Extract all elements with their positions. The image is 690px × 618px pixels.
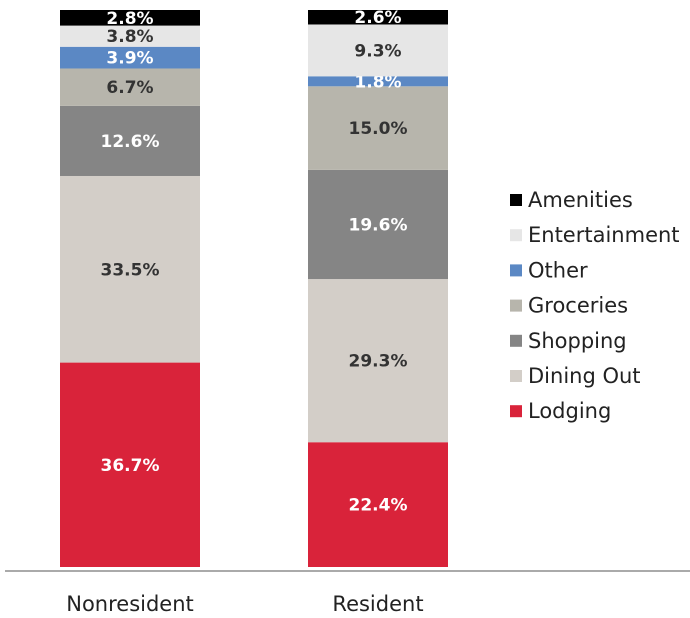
value-label: 1.8% (354, 72, 401, 92)
x-tick-label: Nonresident (66, 592, 194, 616)
value-label: 3.9% (106, 49, 153, 69)
legend-label: Groceries (528, 294, 628, 318)
value-label: 6.7% (106, 78, 153, 98)
bar-segment (60, 105, 200, 176)
x-tick-label: Resident (332, 592, 423, 616)
bar-segment (60, 362, 200, 567)
value-label: 33.5% (101, 260, 160, 280)
bar-segment (60, 68, 200, 106)
bar-segment (308, 279, 448, 443)
value-label: 19.6% (349, 215, 408, 235)
value-label: 12.6% (101, 132, 160, 152)
legend-label: Dining Out (528, 364, 641, 388)
bar-segment (60, 46, 200, 69)
value-label: 36.7% (101, 456, 160, 476)
legend-swatch (510, 299, 522, 312)
value-label: 29.3% (349, 352, 408, 372)
legend-label: Amenities (528, 188, 633, 212)
bar-segment (308, 86, 448, 170)
bar-segment (60, 10, 200, 26)
legend-label: Shopping (528, 329, 627, 353)
legend-swatch (510, 405, 522, 418)
bar-segment (308, 169, 448, 280)
legend-swatch (510, 370, 522, 382)
value-label: 22.4% (349, 496, 408, 516)
legend-swatch (510, 264, 522, 277)
bar-segment (308, 10, 448, 25)
bar-segment (308, 442, 448, 567)
value-label: 9.3% (354, 41, 401, 61)
legend-label: Lodging (528, 399, 611, 423)
legend-swatch (510, 194, 522, 206)
value-label: 2.6% (354, 8, 401, 28)
value-label: 2.8% (106, 9, 153, 29)
bar-segment (308, 76, 448, 87)
value-label: 3.8% (106, 27, 153, 47)
value-label: 15.0% (349, 119, 408, 139)
legend-label: Entertainment (528, 223, 680, 247)
bar-segment (60, 175, 200, 363)
legend-label: Other (528, 258, 588, 282)
legend-swatch (510, 334, 522, 347)
legend-swatch (510, 229, 522, 242)
bar-segment (308, 24, 448, 77)
bar-segment (60, 25, 200, 47)
